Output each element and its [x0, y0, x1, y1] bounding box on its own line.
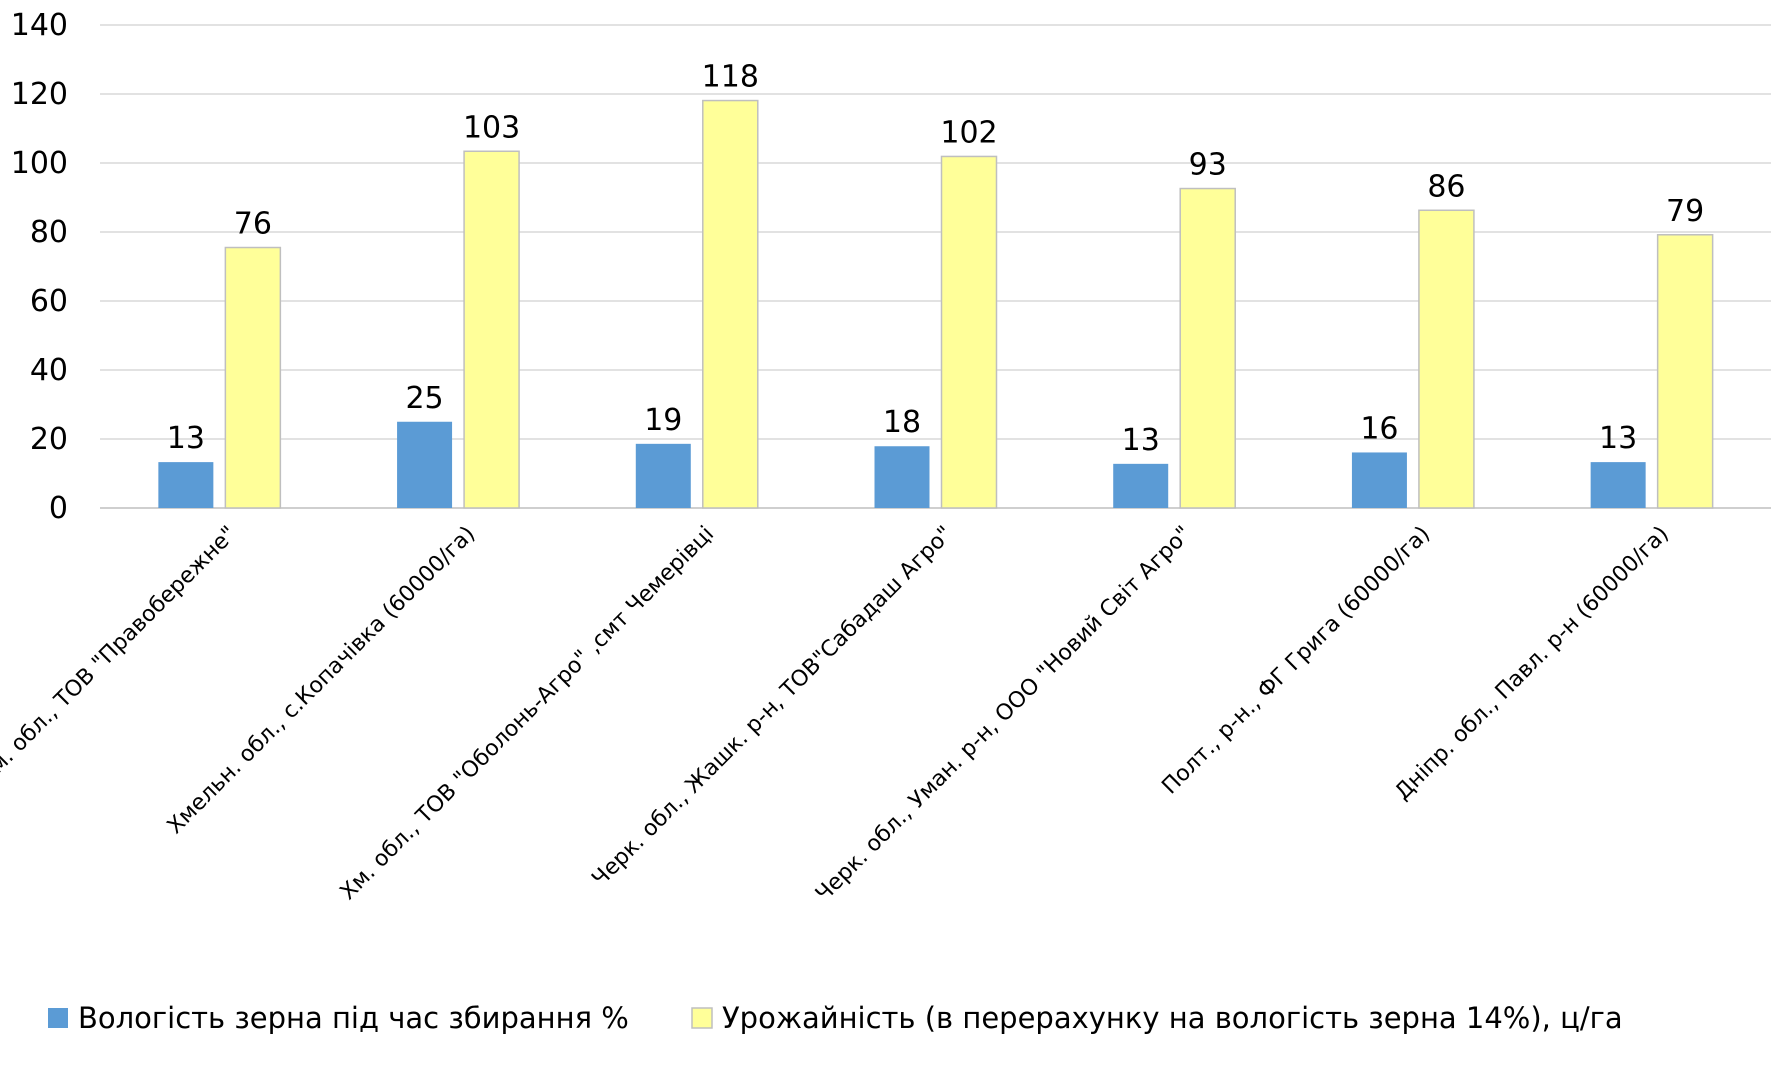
y-tick-label: 120: [11, 77, 68, 112]
data-label: 19: [644, 403, 682, 438]
bar: [940, 155, 998, 509]
y-tick-label: 20: [30, 422, 68, 457]
bar: [1351, 452, 1407, 508]
bar: [1590, 462, 1646, 508]
gridlines: [100, 24, 1771, 509]
bar: [463, 150, 520, 509]
bar: [702, 99, 759, 509]
data-label: 76: [234, 207, 272, 242]
bar: [635, 443, 691, 508]
bar: [158, 462, 214, 508]
bar: [1656, 234, 1714, 509]
data-label: 13: [1122, 423, 1160, 458]
y-tick-label: 60: [30, 284, 68, 319]
data-label: 86: [1427, 169, 1465, 204]
bars: [158, 99, 1714, 509]
bar: [1179, 187, 1236, 509]
y-tick-label: 100: [11, 146, 68, 181]
data-label: 118: [702, 60, 759, 95]
bar: [1113, 463, 1169, 508]
legend-swatch: [48, 1008, 68, 1028]
x-tick-label: Черк. обл., Уман. р-н, ООО "Новий Світ А…: [811, 522, 1196, 907]
y-axis: 0 20 40 60 80 100 120 140: [11, 8, 68, 526]
data-label: 16: [1360, 411, 1398, 446]
legend-swatch: [691, 1007, 713, 1029]
data-label: 13: [1599, 421, 1637, 456]
y-tick-label: 140: [11, 8, 68, 43]
data-label: 93: [1189, 148, 1227, 183]
data-label: 102: [940, 115, 997, 150]
bar: [397, 421, 453, 508]
legend[interactable]: Вологість зерна під час збирання % Урожай…: [48, 1001, 1623, 1035]
data-label: 18: [883, 405, 921, 440]
legend-label[interactable]: Урожайність (в перерахунку на вологість …: [722, 1001, 1623, 1035]
bar: [224, 246, 282, 509]
data-label: 103: [463, 110, 520, 145]
x-tick-label: Дніпр. обл., Павл. р-н (60000/га): [1390, 522, 1674, 806]
data-label: 25: [405, 381, 443, 416]
x-tick-label: Полт., р-н., ФГ Грига (60000/га): [1157, 522, 1435, 800]
y-tick-label: 40: [30, 353, 68, 388]
x-tick-label: Хм. обл., ТОВ "Правобережне": [0, 522, 242, 790]
bar: [1418, 209, 1475, 509]
x-tick-label: Хм. обл., ТОВ "Оболонь-Агро" ,смт Чемері…: [336, 522, 720, 906]
data-label: 79: [1666, 194, 1704, 229]
x-tick-label: Черк. обл., Жашк. р-н, ТОВ"Сабадаш Агро": [587, 522, 957, 892]
y-tick-label: 80: [30, 215, 68, 250]
data-labels: 13 76 25 103 19 118 18 102 13 93 16 86 13 79: [167, 60, 1704, 458]
data-label: 13: [167, 421, 205, 456]
x-axis: Хм. обл., ТОВ "Правобережне"Хмельн. обл.…: [0, 522, 1674, 907]
bar: [874, 446, 930, 508]
legend-label[interactable]: Вологість зерна під час збирання %: [78, 1001, 629, 1035]
y-tick-label: 0: [49, 491, 68, 526]
